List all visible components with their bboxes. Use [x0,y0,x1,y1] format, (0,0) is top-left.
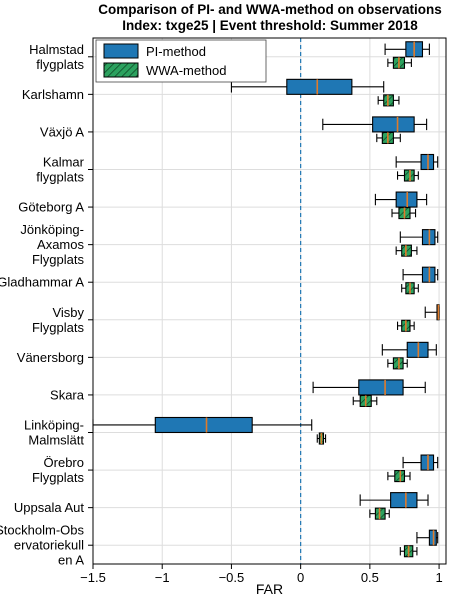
station-label: Flygplats [32,320,85,335]
station-label: en A [58,553,84,568]
x-tick-label: 0.5 [361,570,379,585]
station-label: Flygplats [32,252,85,267]
legend: PI-method WWA-method [95,39,267,83]
wwa-boxplot [377,94,400,107]
legend-pi-swatch [103,43,139,59]
wwa-boxplot [369,507,390,520]
pi-boxplot [402,454,439,471]
station-label: Gladhammar A [0,275,84,290]
pi-box [372,116,415,133]
station-label: ervatoriekull [14,538,84,553]
x-axis-label: FAR [256,581,283,597]
pi-boxplot [322,116,428,133]
wwa-boxplot [387,357,408,370]
station-label: Uppsala Aut [14,500,84,515]
station-label: Visby [52,305,84,320]
chart-title-line2: Index: txge25 | Event threshold: Summer … [122,18,418,33]
station-label: Kalmar [43,155,85,170]
station-label: Jönköping- [20,222,84,237]
pi-boxplot [399,229,439,246]
wwa-boxplot [316,432,327,445]
station-label: Göteborg A [18,200,84,215]
wwa-boxplot [352,394,378,407]
wwa-boxplot [391,207,417,220]
plot-frame [92,37,447,565]
wwa-boxplot [396,319,415,332]
wwa-boxplot [387,56,412,69]
legend-pi-label: PI-method [146,44,206,59]
pi-boxplot [374,191,428,208]
pi-boxplot [230,78,385,95]
pi-box [358,379,404,396]
x-tick-label: −1.5 [80,570,106,585]
x-axis-ticks: −1.5 −1 −0.5 0 0.5 1 [80,564,443,585]
pi-boxplot [92,416,313,434]
station-label: Axamos [37,237,84,252]
x-tick-label: 1 [435,570,442,585]
wwa-boxplot [401,282,419,295]
wwa-boxplot [387,470,411,483]
x-tick-label: −1 [155,570,170,585]
pi-boxplot [359,492,429,509]
pi-boxplot [402,266,439,283]
pi-box [286,78,353,95]
station-label: Linköping- [24,418,84,433]
x-tick-label: 0 [297,570,304,585]
grid-lines [92,38,446,564]
pi-boxplot [384,41,430,58]
pi-boxplot [395,153,439,171]
chart-title-line1: Comparison of PI- and WWA-method on obse… [98,2,442,17]
station-label: Halmstad [29,42,84,57]
pi-boxplot [416,529,439,546]
pi-boxplot [424,304,440,321]
station-label: Karlshamn [22,87,84,102]
x-tick-label: −0.5 [219,570,245,585]
wwa-boxplot [399,545,418,558]
pi-box [154,416,253,434]
station-label: Malmslätt [28,433,84,448]
wwa-boxplot [396,169,419,182]
wwa-boxplot [376,131,401,144]
station-label: Vänersborg [17,350,84,365]
station-label: flygplats [36,57,84,72]
wwa-boxplot [395,244,418,257]
pi-box [390,492,418,509]
station-label: Skara [50,387,85,402]
boxplot-layer [92,41,440,558]
pi-boxplot [312,379,426,396]
station-label: Växjö A [40,124,84,139]
station-label: Flygplats [32,470,85,485]
legend-wwa-label: WWA-method [146,63,226,78]
pi-boxplot [381,341,437,358]
station-label: Stockholm-Obs [0,523,84,538]
station-label: flygplats [36,170,84,185]
station-label: Örebro [44,455,84,470]
legend-wwa-swatch [103,62,139,78]
